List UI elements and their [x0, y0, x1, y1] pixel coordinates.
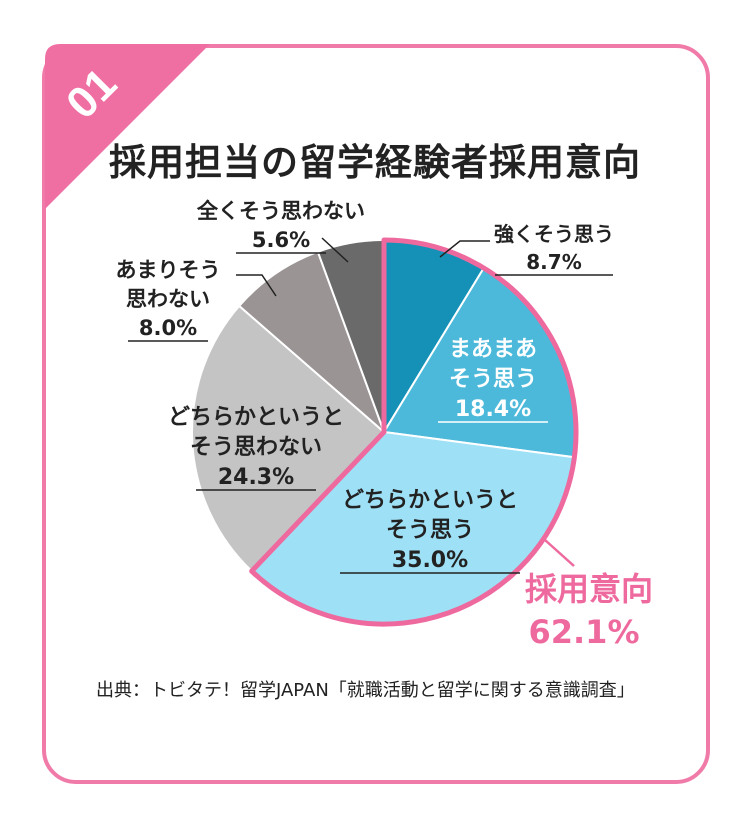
category-label-rather-agree: そう思う	[386, 518, 474, 543]
category-label-somewhat-agree: まあまあ	[449, 337, 537, 362]
value-label-somewhat-agree: 18.4%	[455, 397, 531, 422]
category-label-somewhat-agree: そう思う	[449, 367, 537, 392]
category-label-mostly-disagree: あまりそう	[116, 258, 221, 282]
source-note: 出典：トビタテ！留学JAPAN「就職活動と留学に関する意識調査」	[96, 680, 635, 701]
badge-shape	[45, 44, 210, 209]
intent-label: 採用意向	[525, 570, 653, 608]
category-label-rather-disagree: どちらかというと	[168, 405, 344, 430]
pie-slices	[191, 237, 579, 627]
leader-strongly-disagree	[321, 237, 349, 263]
value-label-rather-agree: 35.0%	[392, 548, 468, 573]
slice-labels: 強くそう思う8.7%まあまあそう思う18.4%どちらかというとそう思う35.0%…	[116, 199, 654, 651]
leader-strongly-agree	[439, 240, 490, 258]
leader-lines	[236, 237, 575, 567]
category-label-rather-disagree: そう思わない	[190, 435, 322, 460]
leader-mostly-disagree	[236, 274, 277, 297]
value-label-rather-disagree: 24.3%	[218, 465, 294, 490]
value-label-mostly-disagree: 8.0%	[139, 316, 197, 340]
pie-slice-rather-disagree	[191, 304, 386, 573]
category-label-strongly-agree: 強くそう思う	[494, 222, 614, 246]
intent-value: 62.1%	[528, 613, 639, 651]
highlight-outline	[249, 237, 579, 627]
value-label-strongly-disagree: 5.6%	[252, 228, 310, 252]
leader-intent	[544, 539, 575, 567]
page-title: 採用担当の留学経験者採用意向	[109, 141, 641, 184]
number-badge: 01	[45, 44, 210, 209]
category-label-mostly-disagree: 思わない	[126, 287, 210, 311]
value-label-strongly-agree: 8.7%	[526, 250, 581, 274]
category-label-strongly-disagree: 全くそう思わない	[196, 199, 365, 223]
category-label-rather-agree: どちらかというと	[342, 488, 518, 513]
